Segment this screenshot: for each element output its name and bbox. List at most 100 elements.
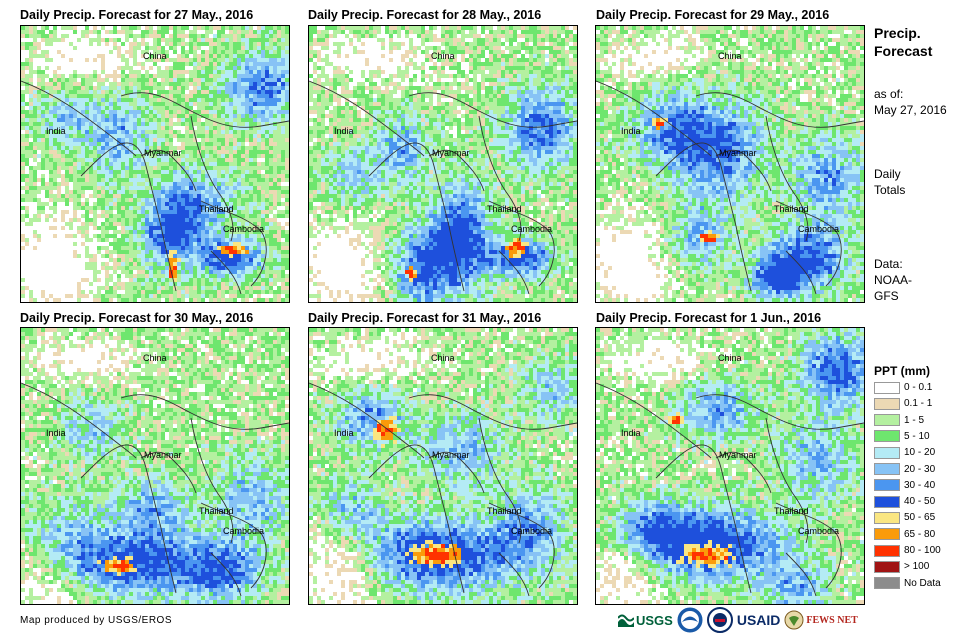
legend-item: 10 - 20 xyxy=(874,446,935,459)
map-label-myanmar: Myanmar xyxy=(432,450,470,460)
map-label-india: India xyxy=(46,126,66,136)
map-label-india: India xyxy=(621,428,641,438)
panel-title-6: Daily Precip. Forecast for 1 Jun., 2016 xyxy=(596,311,821,325)
legend-label: 10 - 20 xyxy=(904,447,935,458)
panel-title-5: Daily Precip. Forecast for 31 May., 2016 xyxy=(308,311,541,325)
totals-label: Totals xyxy=(874,182,905,198)
legend-label: 40 - 50 xyxy=(904,496,935,507)
as-of-label: as of: xyxy=(874,86,947,102)
sidebar-title: Precip. Forecast xyxy=(874,24,932,60)
panel-title-1: Daily Precip. Forecast for 27 May., 2016 xyxy=(20,8,253,22)
sidebar-title-line2: Forecast xyxy=(874,42,932,60)
panel-title-2: Daily Precip. Forecast for 28 May., 2016 xyxy=(308,8,541,22)
map-label-myanmar: Myanmar xyxy=(144,450,182,460)
map-label-india: India xyxy=(334,126,354,136)
map-label-china: China xyxy=(143,353,167,363)
usgs-wave-icon xyxy=(618,614,634,627)
map-label-thailand: Thailand xyxy=(199,506,234,516)
legend-swatch xyxy=(874,528,900,541)
legend-swatch xyxy=(874,479,900,492)
legend-swatch xyxy=(874,381,900,394)
map-label-india: India xyxy=(46,428,66,438)
legend-label: > 100 xyxy=(904,561,929,572)
map-label-china: China xyxy=(718,353,742,363)
map-label-china: China xyxy=(143,51,167,61)
legend-label: 20 - 30 xyxy=(904,464,935,475)
legend-item: No Data xyxy=(874,577,941,590)
usaid-logo: USAID xyxy=(737,612,781,628)
map-label-thailand: Thailand xyxy=(774,204,809,214)
legend-swatch xyxy=(874,463,900,475)
map-label-china: China xyxy=(718,51,742,61)
map-label-china: China xyxy=(431,51,455,61)
precip-raster: China India Myanmar Thailand Cambodia xyxy=(21,328,289,604)
precip-raster: China India Myanmar Thailand Cambodia xyxy=(309,26,577,302)
sidebar-title-line1: Precip. xyxy=(874,24,932,42)
legend-label: 5 - 10 xyxy=(904,431,930,442)
legend-swatch xyxy=(874,414,900,427)
legend-label: 1 - 5 xyxy=(904,415,924,426)
map-label-cambodia: Cambodia xyxy=(511,224,552,234)
fewsnet-logo: FEWS NET xyxy=(784,610,858,630)
precip-raster: China India Myanmar Thailand Cambodia xyxy=(596,26,864,302)
legend-swatch xyxy=(874,495,900,508)
legend-swatch xyxy=(874,544,900,557)
legend-swatch xyxy=(874,446,900,459)
map-label-cambodia: Cambodia xyxy=(798,526,839,536)
map-label-cambodia: Cambodia xyxy=(798,224,839,234)
legend-swatch xyxy=(874,397,900,410)
data-source-line1: NOAA- xyxy=(874,272,912,288)
legend-label: 65 - 80 xyxy=(904,529,935,540)
forecast-map-3: China India Myanmar Thailand Cambodia xyxy=(595,25,865,303)
legend-item: 1 - 5 xyxy=(874,414,924,427)
map-label-china: China xyxy=(431,353,455,363)
forecast-map-4: China India Myanmar Thailand Cambodia xyxy=(20,327,290,605)
data-source-line2: GFS xyxy=(874,288,912,304)
legend-label: 30 - 40 xyxy=(904,480,935,491)
usgs-logo-text: USGS xyxy=(636,613,673,628)
precip-raster: China India Myanmar Thailand Cambodia xyxy=(309,328,577,604)
legend-label: 0.1 - 1 xyxy=(904,398,932,409)
daily-label: Daily xyxy=(874,166,905,182)
data-source-block: Data: NOAA- GFS xyxy=(874,256,912,304)
map-label-myanmar: Myanmar xyxy=(432,148,470,158)
usaid-seal-icon xyxy=(706,607,733,633)
map-label-myanmar: Myanmar xyxy=(719,450,757,460)
legend-item: 20 - 30 xyxy=(874,463,935,476)
usgs-logo: USGS xyxy=(618,613,673,628)
forecast-map-6: China India Myanmar Thailand Cambodia xyxy=(595,327,865,605)
forecast-map-1: China India Myanmar Thailand Cambodia xyxy=(20,25,290,303)
map-label-thailand: Thailand xyxy=(487,204,522,214)
map-credit: Map produced by USGS/EROS xyxy=(20,615,172,626)
legend-item: 65 - 80 xyxy=(874,528,935,541)
legend-item: 5 - 10 xyxy=(874,430,930,443)
legend-swatch xyxy=(874,430,900,443)
legend-item: 30 - 40 xyxy=(874,479,935,492)
forecast-map-2: China India Myanmar Thailand Cambodia xyxy=(308,25,578,303)
legend-swatch xyxy=(874,511,900,524)
map-label-cambodia: Cambodia xyxy=(223,526,264,536)
legend-item: 50 - 65 xyxy=(874,511,935,524)
panel-title-3: Daily Precip. Forecast for 29 May., 2016 xyxy=(596,8,829,22)
legend-title: PPT (mm) xyxy=(874,364,930,378)
precip-raster: China India Myanmar Thailand Cambodia xyxy=(21,26,289,302)
legend-item: > 100 xyxy=(874,560,929,573)
fewsnet-globe-icon xyxy=(784,610,804,630)
panel-title-4: Daily Precip. Forecast for 30 May., 2016 xyxy=(20,311,253,325)
map-label-india: India xyxy=(621,126,641,136)
map-label-myanmar: Myanmar xyxy=(719,148,757,158)
legend-swatch xyxy=(874,560,900,573)
map-label-thailand: Thailand xyxy=(774,506,809,516)
fewsnet-logo-text: FEWS NET xyxy=(806,615,857,626)
precip-raster: China India Myanmar Thailand Cambodia xyxy=(596,328,864,604)
noaa-logo xyxy=(677,607,703,633)
forecast-map-5: China India Myanmar Thailand Cambodia xyxy=(308,327,578,605)
as-of-block: as of: May 27, 2016 xyxy=(874,86,947,118)
legend-label: 80 - 100 xyxy=(904,545,941,556)
legend-label: 0 - 0.1 xyxy=(904,382,932,393)
legend-item: 80 - 100 xyxy=(874,544,941,557)
legend-item: 40 - 50 xyxy=(874,495,935,508)
map-label-thailand: Thailand xyxy=(199,204,234,214)
legend-item: 0.1 - 1 xyxy=(874,397,932,410)
data-label: Data: xyxy=(874,256,912,272)
